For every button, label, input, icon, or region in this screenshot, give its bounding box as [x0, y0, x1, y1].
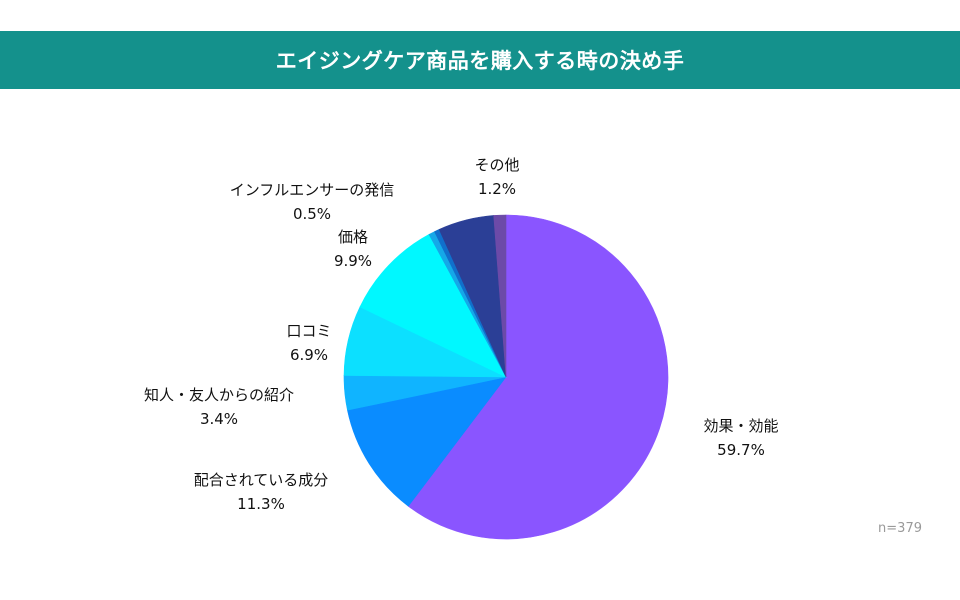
- label-reviews-value: 6.9%: [289, 346, 329, 364]
- title-bar: エイジングケア商品を購入する時の決め手: [0, 31, 960, 89]
- label-referral-name: 知人・友人からの紹介: [143, 386, 295, 404]
- label-ingredients: 配合されている成分 11.3%: [194, 468, 329, 516]
- pie-slice-0: [407, 214, 669, 540]
- label-effect: 効果・効能 59.7%: [703, 414, 778, 462]
- label-effect-value: 59.7%: [717, 441, 765, 459]
- label-price-name: 価格: [337, 228, 369, 246]
- label-influencer-value: 0.5%: [292, 205, 332, 223]
- label-ingredients-name: 配合されている成分: [193, 471, 329, 489]
- label-influencer-name: インフルエンサーの発信: [229, 181, 395, 199]
- label-other-name: その他: [474, 156, 520, 174]
- label-price-value: 9.9%: [333, 252, 373, 270]
- label-referral-value: 3.4%: [199, 410, 239, 428]
- label-reviews: 口コミ 6.9%: [286, 319, 331, 367]
- pie-slice-8: [493, 214, 507, 378]
- label-other: その他 1.2%: [474, 153, 519, 201]
- label-ingredients-value: 11.3%: [237, 495, 285, 513]
- sample-size-note: n=379: [878, 521, 922, 536]
- label-reviews-name: 口コミ: [286, 322, 332, 340]
- pie-slice-1: [347, 376, 507, 507]
- label-price: 価格 9.9%: [334, 225, 372, 273]
- chart-title: エイジングケア商品を購入する時の決め手: [275, 49, 685, 73]
- label-other-value: 1.2%: [477, 180, 517, 198]
- label-effect-name: 効果・効能: [703, 417, 779, 435]
- label-referral: 知人・友人からの紹介 3.4%: [144, 383, 294, 431]
- label-influencer: インフルエンサーの発信 0.5%: [230, 178, 395, 226]
- pie-slice-4: [359, 234, 507, 378]
